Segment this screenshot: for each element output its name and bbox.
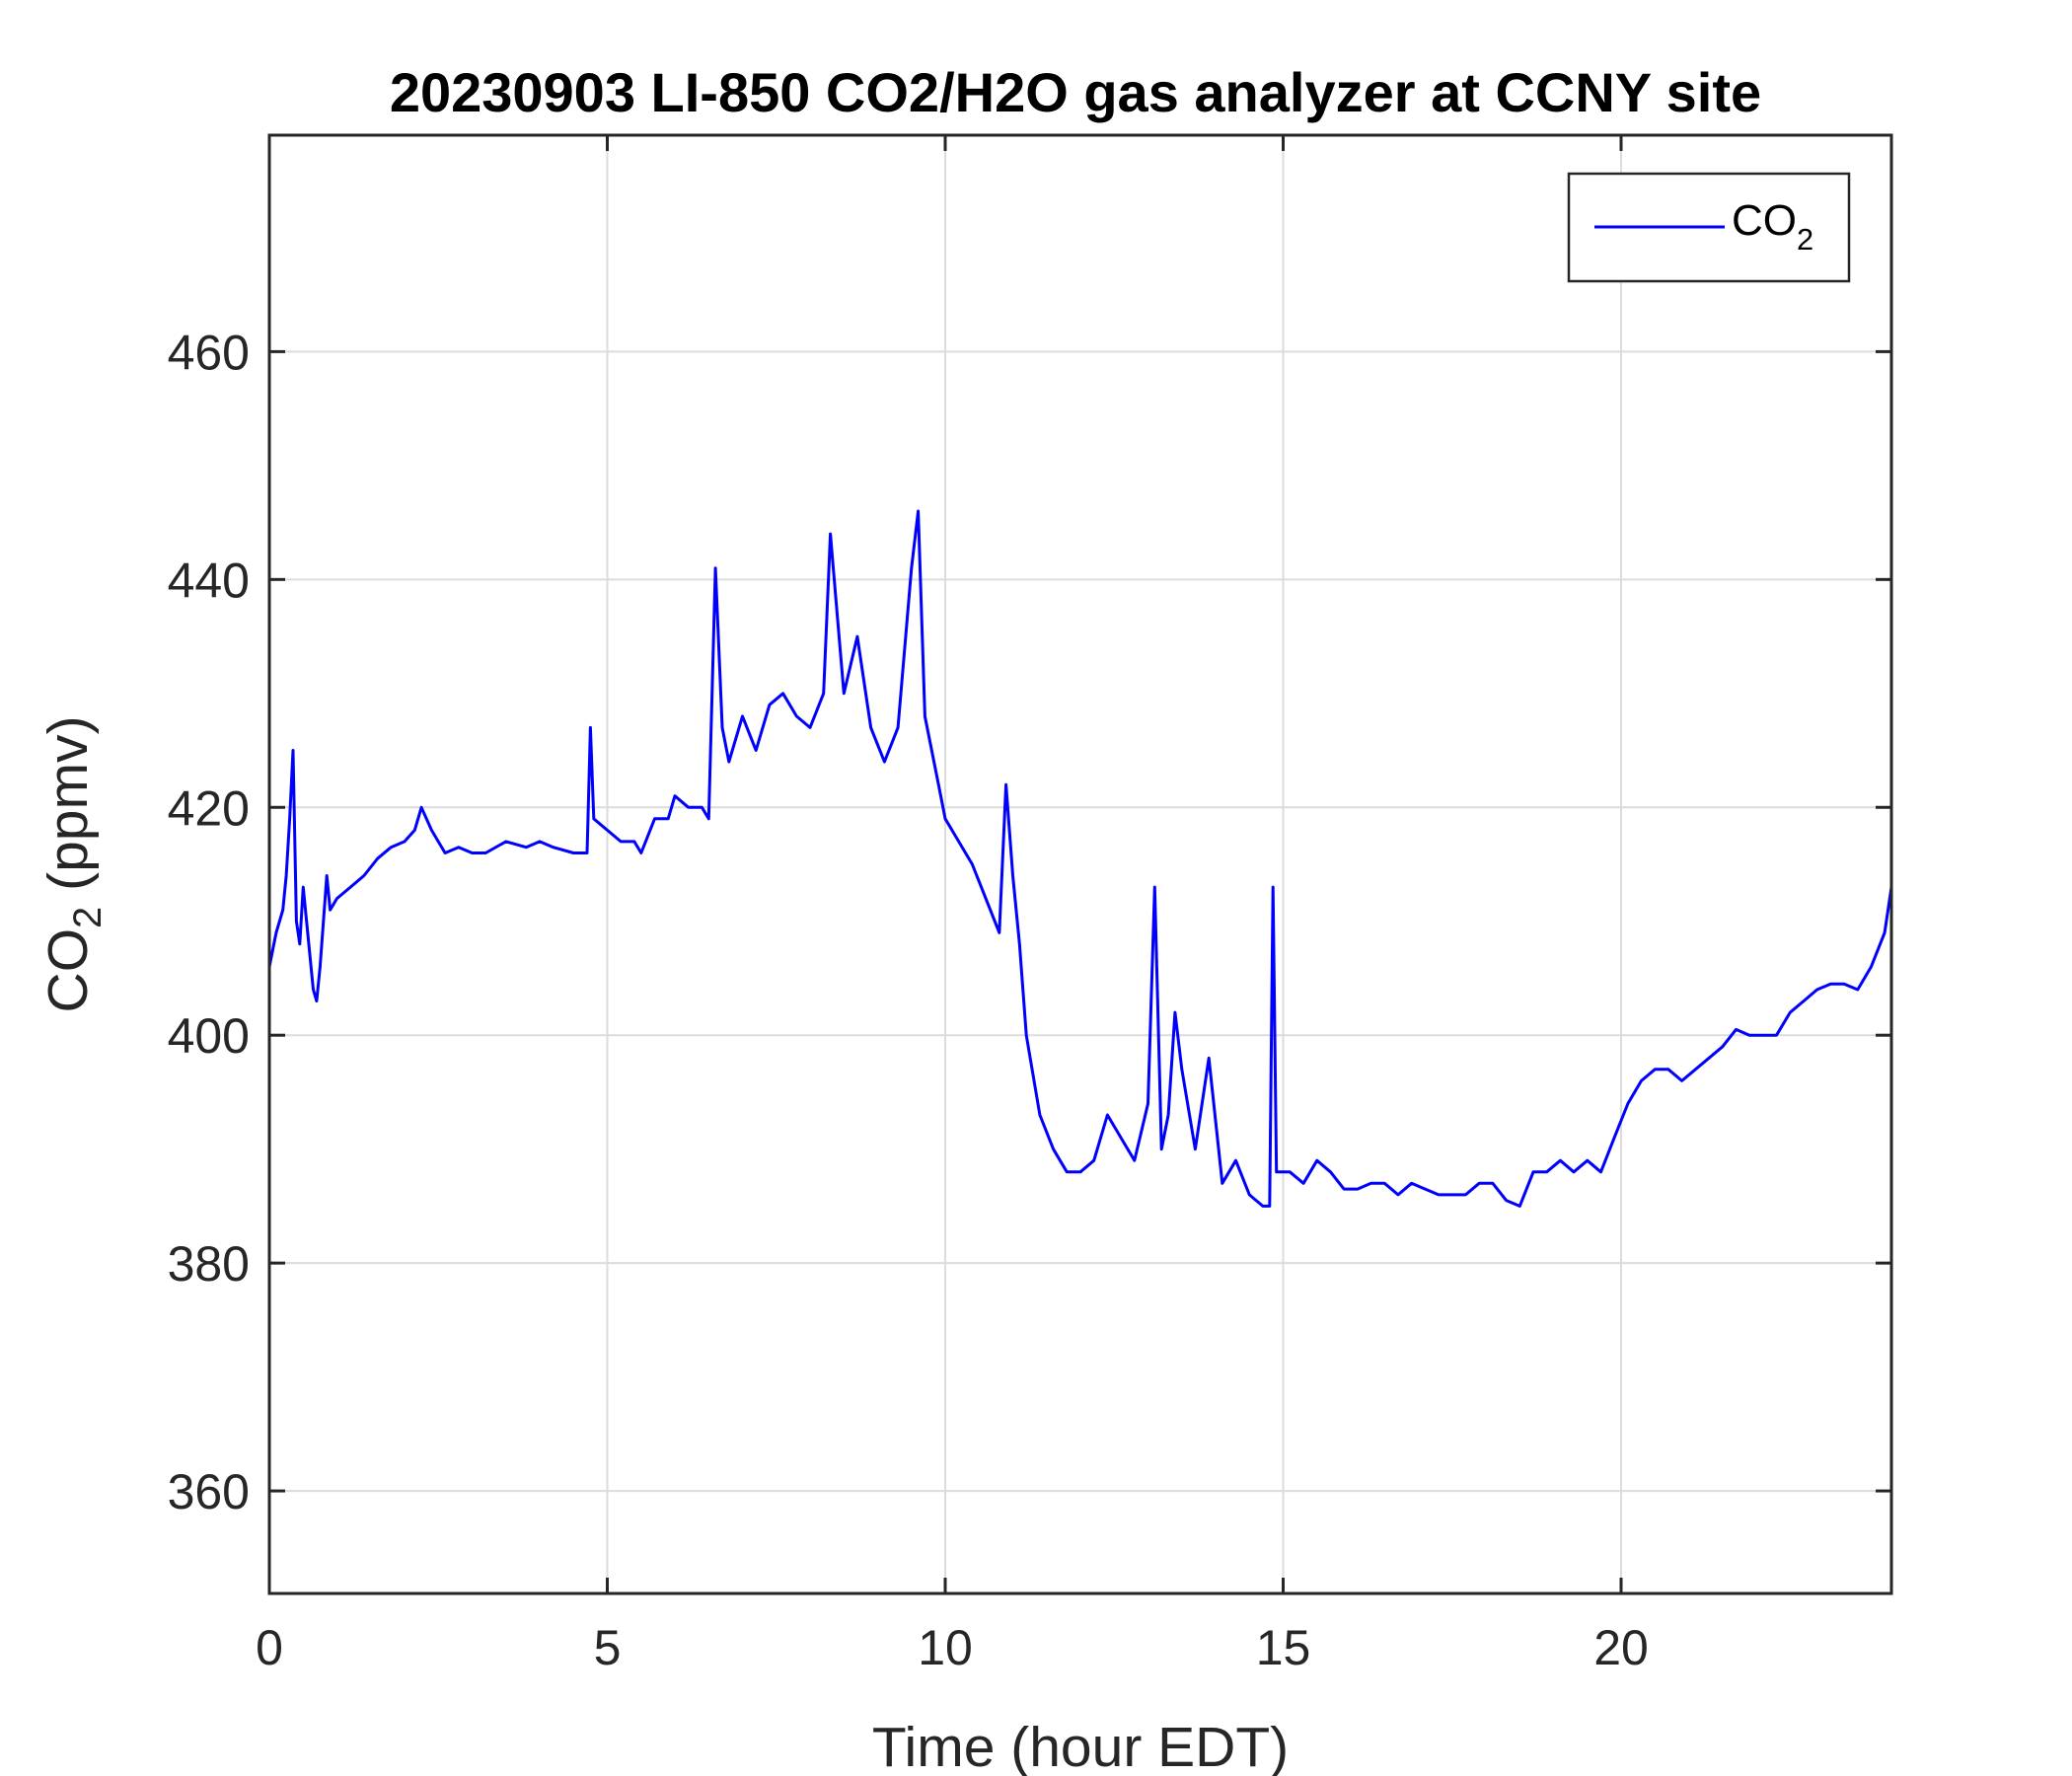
plot-frame	[267, 133, 1893, 1595]
x-tick-label: 20	[1593, 1620, 1649, 1675]
y-tick-label: 420	[168, 780, 250, 836]
y-axis-label-unit: (ppmv)	[37, 716, 100, 907]
grid-lines	[269, 135, 1891, 1593]
legend-label-subscript: 2	[1797, 222, 1813, 257]
y-tick-label: 360	[168, 1464, 250, 1519]
x-tick-label: 5	[594, 1620, 622, 1675]
y-tick-label: 380	[168, 1236, 250, 1292]
x-tick-label: 15	[1256, 1620, 1311, 1675]
chart-title: 20230903 LI-850 CO2/H2O gas analyzer at …	[390, 61, 1761, 123]
y-tick-label: 400	[168, 1008, 250, 1064]
y-axis-label-main: CO	[37, 928, 100, 1013]
y-axis-label-subscript: 2	[66, 907, 110, 928]
legend: CO2	[1567, 172, 1851, 283]
co2-series-line	[267, 509, 1893, 1208]
x-axis-label: Time (hour EDT)	[872, 1716, 1289, 1776]
x-tick-labels: 0 5 10 15 20	[256, 1620, 1649, 1675]
y-tick-labels: 360 380 400 420 440 460	[168, 325, 250, 1519]
plot-area	[269, 135, 1891, 1593]
y-tick-label: 440	[168, 553, 250, 608]
legend-label-main: CO	[1732, 196, 1797, 245]
x-tick-label: 0	[256, 1620, 283, 1675]
x-tick-label: 10	[918, 1620, 973, 1675]
y-axis-label: CO2 (ppmv)	[37, 716, 110, 1013]
y-tick-label: 460	[168, 325, 250, 380]
legend-label-co2: CO2	[1732, 196, 1813, 257]
